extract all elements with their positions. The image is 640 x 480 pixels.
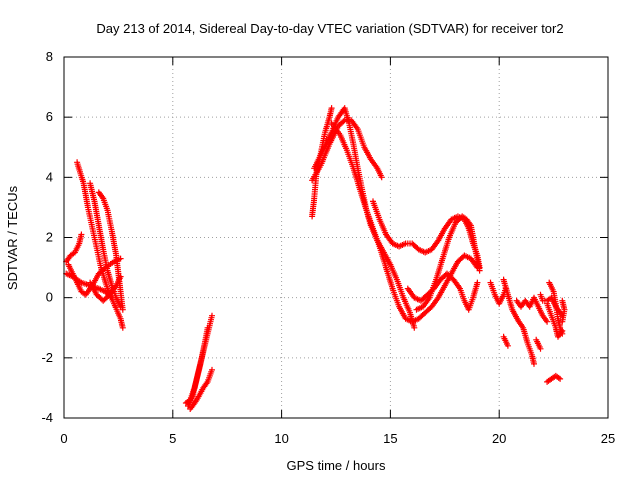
x-tick-label: 25 [601, 431, 615, 446]
data-point [476, 267, 483, 274]
data-point [340, 118, 347, 125]
y-tick-label: 8 [46, 49, 53, 64]
grid-lines [64, 57, 608, 418]
data-point [555, 374, 562, 381]
data-point [209, 312, 215, 319]
y-tick-label: -2 [41, 350, 53, 365]
data-points [63, 105, 568, 412]
y-tick-label: 2 [46, 230, 53, 245]
y-axis-label: SDTVAR / TECUs [5, 185, 20, 290]
data-point [328, 105, 335, 112]
x-tick-label: 15 [383, 431, 397, 446]
y-tick-label: -4 [41, 410, 53, 425]
data-point [559, 327, 566, 334]
data-point [557, 375, 564, 382]
x-tick-label: 20 [492, 431, 506, 446]
data-point [531, 360, 537, 367]
axis-ticks [63, 56, 609, 419]
y-tick-labels: -4 -2 0 2 4 6 8 [41, 49, 53, 425]
data-point [78, 231, 85, 238]
x-tick-label: 0 [60, 431, 67, 446]
data-point [204, 324, 211, 331]
data-point [411, 324, 418, 331]
data-point [544, 318, 551, 325]
data-point [537, 345, 544, 352]
data-point [117, 255, 124, 262]
data-point [504, 342, 511, 349]
data-point [119, 324, 126, 331]
data-point [378, 174, 385, 181]
data-point [119, 306, 126, 313]
data-point [117, 273, 124, 280]
x-tick-label: 5 [169, 431, 176, 446]
x-axis-label: GPS time / hours [287, 458, 386, 473]
y-tick-label: 6 [46, 109, 53, 124]
data-point [209, 366, 215, 373]
data-point [474, 279, 481, 286]
data-point [559, 318, 566, 325]
y-tick-label: 0 [46, 290, 53, 305]
x-tick-labels: 0 5 10 15 20 25 [60, 431, 615, 446]
chart-title: Day 213 of 2014, Sidereal Day-to-day VTE… [96, 21, 563, 36]
x-tick-label: 10 [274, 431, 288, 446]
y-tick-label: 4 [46, 169, 53, 184]
